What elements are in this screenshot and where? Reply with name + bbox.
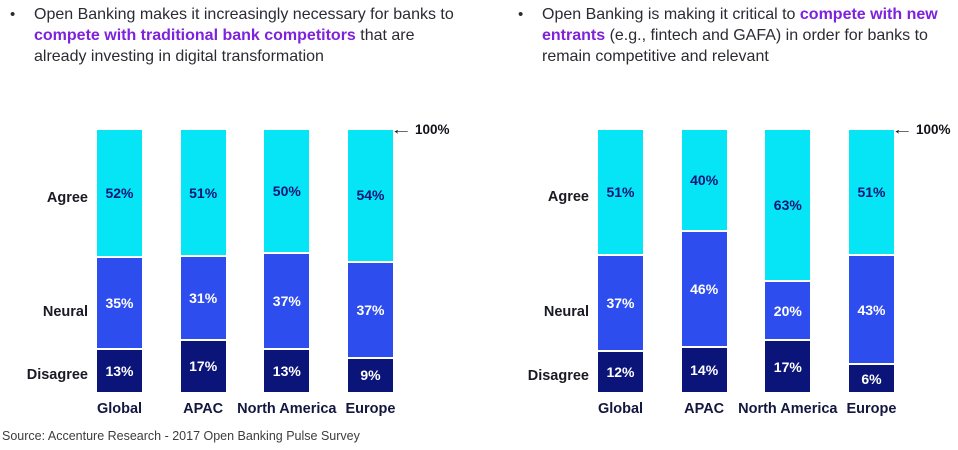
segment-disagree: 13% [264, 349, 310, 392]
hundred-percent-annotation: ← 100% [390, 121, 450, 137]
value-label: 51% [189, 184, 218, 201]
stacked-bar-north-america: 63% 20% 17% [765, 130, 811, 392]
row-label-disagree: Disagree [26, 366, 88, 383]
value-label: 46% [690, 281, 719, 298]
value-label: 31% [189, 290, 218, 307]
segment-neural: 35% [97, 258, 142, 348]
hundred-percent-annotation: ← 100% [891, 121, 951, 137]
value-label: 17% [773, 358, 802, 375]
value-label: 37% [606, 295, 635, 312]
row-label-disagree: Disagree [527, 368, 589, 385]
value-label: 52% [105, 185, 134, 202]
bullet-right-highlight: compete with new entrants [542, 6, 938, 44]
bullet-right-post: (e.g., fintech and GAFA) in order for ba… [542, 27, 928, 65]
segment-agree: 50% [264, 130, 310, 252]
value-label: 37% [272, 292, 301, 309]
category-label: APAC [183, 401, 224, 417]
bullet-left-post: that are already investing in digital tr… [34, 27, 415, 65]
left-arrow-icon: ← [890, 121, 914, 137]
category-label: North America [738, 401, 838, 417]
annotation-label: 100% [415, 121, 450, 137]
stacked-bar-global: 51% 37% 12% [598, 130, 643, 392]
value-label: 43% [857, 301, 886, 318]
value-label: 20% [773, 302, 802, 319]
chart-new-entrants: 51% 37% 12% 40% 46% 14% 63% 20% 17% 51% 43% 6% ← 10… [501, 121, 958, 445]
value-label: 13% [105, 362, 134, 379]
source-note: Source: Accenture Research - 2017 Open B… [2, 429, 360, 443]
value-label: 54% [356, 187, 385, 204]
segment-neural: 37% [598, 256, 643, 351]
bars-area: 52% 35% 13% 51% 31% 17% 50% 37% 13% 54% 37% 9% [97, 130, 393, 392]
segment-agree: 54% [347, 130, 393, 261]
category-label: Global [597, 401, 644, 417]
segment-agree: 51% [598, 130, 643, 255]
segment-agree: 51% [180, 130, 226, 256]
value-label: 17% [189, 358, 218, 375]
value-label: 12% [606, 364, 635, 381]
segment-disagree: 12% [598, 352, 643, 392]
category-label: Europe [846, 401, 897, 417]
row-label-neural: Neural [543, 304, 589, 321]
bullet-left-pre: Open Banking makes it increasingly neces… [34, 6, 454, 23]
value-label: 35% [105, 295, 134, 312]
row-label-neural: Neural [42, 304, 88, 321]
value-label: 6% [861, 370, 882, 387]
category-label: APAC [684, 401, 725, 417]
value-label: 63% [773, 197, 802, 214]
row-label-agree: Agree [46, 190, 88, 207]
segment-disagree: 13% [97, 349, 142, 392]
stacked-bar-europe: 51% 43% 6% [848, 130, 894, 392]
value-label: 51% [606, 184, 635, 201]
stacked-bar-north-america: 50% 37% 13% [264, 130, 310, 392]
segment-disagree: 9% [347, 358, 393, 392]
segment-neural: 20% [765, 282, 811, 340]
category-label: North America [237, 401, 337, 417]
category-label: Global [96, 401, 143, 417]
bars-area: 51% 37% 12% 40% 46% 14% 63% 20% 17% 51% 43% 6% [598, 130, 894, 392]
segment-neural: 46% [681, 232, 727, 346]
stacked-bar-apac: 40% 46% 14% [681, 130, 727, 392]
segment-disagree: 17% [765, 341, 811, 392]
segment-neural: 43% [848, 256, 894, 364]
bullet-right-text: Open Banking is making it critical to co… [542, 4, 945, 67]
bullet-left-highlight: compete with traditional bank competitor… [34, 27, 356, 44]
value-label: 9% [360, 367, 381, 384]
segment-agree: 63% [765, 130, 811, 281]
bullet-left: • Open Banking makes it increasingly nec… [10, 4, 462, 67]
segment-neural: 31% [180, 257, 226, 339]
value-label: 37% [356, 301, 385, 318]
chart-traditional-competitors: 52% 35% 13% 51% 31% 17% 50% 37% 13% 54% 37% 9% ← 10… [0, 121, 470, 445]
bullet-right-pre: Open Banking is making it critical to [542, 6, 800, 23]
bullet-glyph: • [518, 6, 524, 23]
segment-disagree: 14% [681, 347, 727, 392]
bullet-left-text: Open Banking makes it increasingly neces… [34, 4, 462, 67]
category-label: Europe [345, 401, 396, 417]
segment-agree: 51% [848, 130, 894, 255]
value-label: 51% [857, 184, 886, 201]
annotation-label: 100% [916, 121, 951, 137]
bullet-glyph: • [10, 6, 16, 23]
segment-neural: 37% [347, 262, 393, 357]
value-label: 50% [272, 183, 301, 199]
segment-agree: 40% [681, 130, 727, 231]
stacked-bar-apac: 51% 31% 17% [180, 130, 226, 392]
stacked-bar-europe: 54% 37% 9% [347, 130, 393, 392]
segment-agree: 52% [97, 130, 142, 257]
value-label: 40% [690, 172, 719, 189]
left-arrow-icon: ← [389, 121, 413, 137]
row-label-agree: Agree [547, 188, 589, 205]
segment-disagree: 6% [848, 365, 894, 392]
segment-disagree: 17% [180, 340, 226, 392]
value-label: 13% [272, 362, 301, 379]
segment-neural: 37% [264, 254, 310, 348]
stacked-bar-global: 52% 35% 13% [97, 130, 142, 392]
value-label: 14% [690, 361, 719, 378]
bullet-right: • Open Banking is making it critical to … [518, 4, 948, 67]
